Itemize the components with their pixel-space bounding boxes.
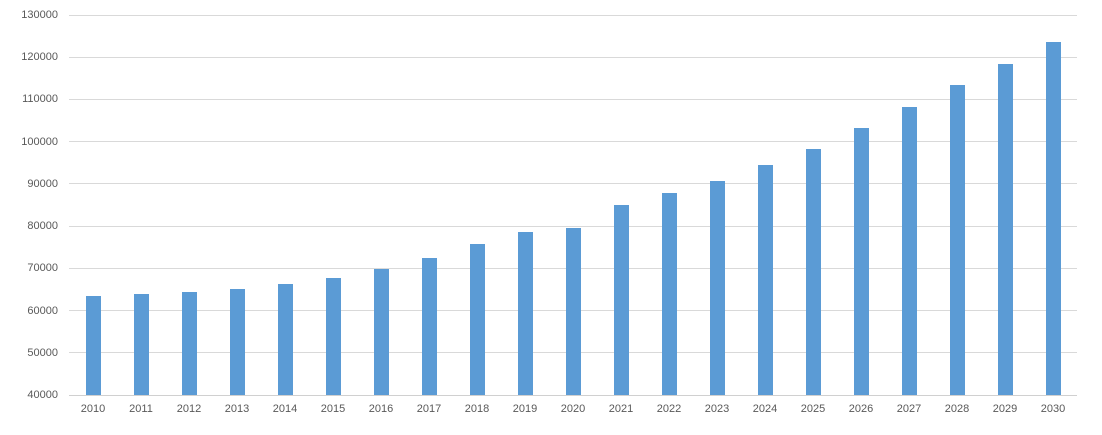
bar-2023 [709, 180, 725, 395]
x-tick-label: 2015 [320, 403, 346, 415]
y-tick-label: 100000 [21, 135, 58, 148]
x-axis-line [69, 395, 1077, 396]
bar-2010 [85, 296, 101, 395]
bar-2024 [757, 164, 773, 395]
x-tick-label: 2011 [129, 403, 153, 415]
x-axis-labels: 2010 2011 2012 2013 2014 2015 2016 2017 2018 2019… [69, 402, 1077, 422]
x-tick-label: 2013 [224, 403, 250, 415]
x-tick-label: 2019 [512, 403, 538, 415]
x-tick-label: 2021 [608, 403, 634, 415]
x-tick-label: 2024 [752, 403, 778, 415]
y-tick-label: 80000 [27, 220, 58, 233]
x-tick-label: 2017 [416, 403, 442, 415]
x-tick-label: 2022 [656, 403, 682, 415]
y-tick-label: 60000 [27, 304, 58, 317]
bar-2029 [997, 63, 1013, 395]
x-tick-label: 2010 [80, 403, 106, 415]
x-tick-label: 2016 [368, 403, 394, 415]
y-axis-labels: 130000 120000 110000 100000 90000 80000 70000 6… [0, 0, 58, 435]
bar-2018 [469, 243, 485, 395]
bar-2019 [517, 232, 533, 395]
gridline [69, 56, 1077, 58]
y-tick-label: 50000 [27, 346, 58, 359]
plot-area [69, 14, 1077, 396]
bar-2014 [277, 283, 293, 395]
x-tick-label: 2020 [560, 403, 586, 415]
x-tick-label: 2018 [464, 403, 490, 415]
x-tick-label: 2026 [848, 403, 874, 415]
gridline [69, 141, 1077, 143]
bar-2015 [325, 277, 341, 395]
bar-2020 [565, 228, 581, 395]
y-tick-label: 130000 [21, 9, 58, 21]
x-tick-label: 2028 [944, 403, 970, 415]
y-tick-label: 70000 [27, 262, 58, 275]
bar-2011 [133, 294, 149, 395]
y-tick-label: 90000 [27, 177, 58, 190]
x-tick-label: 2023 [704, 403, 730, 415]
x-tick-label: 2029 [992, 403, 1018, 415]
x-tick-label: 2012 [176, 403, 202, 415]
y-tick-label: 110000 [22, 93, 58, 106]
bar-2012 [181, 291, 197, 395]
gridline [69, 225, 1077, 227]
x-tick-label: 2014 [272, 403, 298, 415]
bar-2022 [661, 193, 677, 395]
x-tick-label: 2027 [896, 403, 922, 415]
bar-2030 [1045, 42, 1061, 395]
bar-2026 [853, 128, 869, 395]
y-tick-label: 40000 [27, 389, 58, 401]
bar-2025 [805, 148, 821, 395]
bar-2028 [949, 85, 965, 395]
gridline [69, 14, 1077, 16]
bar-2027 [901, 107, 917, 395]
bar-2016 [373, 269, 389, 395]
gridline [69, 183, 1077, 185]
bar-2013 [229, 289, 245, 395]
bar-2017 [421, 257, 437, 395]
x-tick-label: 2025 [800, 403, 826, 415]
bar-2021 [613, 205, 629, 395]
x-tick-label: 2030 [1040, 403, 1066, 415]
gridline [69, 98, 1077, 100]
y-tick-label: 120000 [21, 51, 58, 64]
